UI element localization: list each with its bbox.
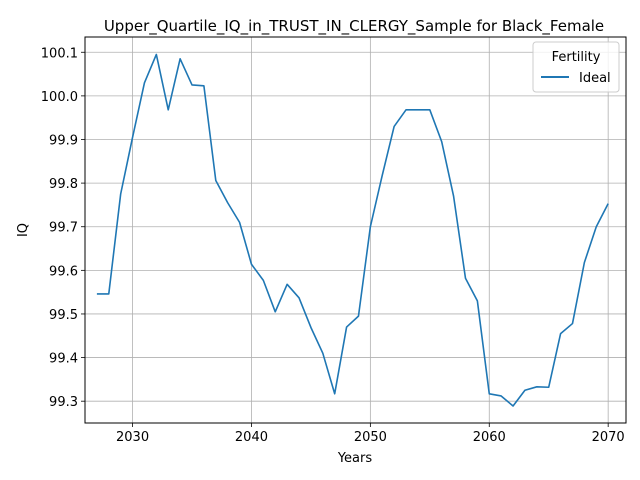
x-tick-label: 2050 bbox=[354, 430, 387, 445]
chart-title: Upper_Quartile_IQ_in_TRUST_IN_CLERGY_Sam… bbox=[104, 17, 604, 36]
x-tick-label: 2030 bbox=[116, 430, 149, 445]
y-tick-label: 99.8 bbox=[49, 177, 78, 192]
x-tick-label: 2070 bbox=[592, 430, 625, 445]
y-tick-label: 99.6 bbox=[49, 264, 78, 279]
legend: Fertility Ideal bbox=[532, 41, 620, 93]
series-lines bbox=[96, 53, 609, 407]
legend-title: Fertility bbox=[552, 50, 601, 65]
y-tick-label: 100.0 bbox=[41, 90, 78, 105]
plot-area-frame bbox=[84, 36, 627, 424]
y-tick-label: 99.7 bbox=[49, 221, 78, 236]
x-tick-label: 2060 bbox=[473, 430, 506, 445]
legend-box bbox=[532, 41, 620, 93]
y-tick-label: 99.3 bbox=[49, 395, 78, 410]
x-axis-ticks: 2030 2040 2050 2060 2070 bbox=[116, 423, 625, 445]
legend-entry-ideal: Ideal bbox=[579, 71, 611, 86]
x-tick-label: 2040 bbox=[235, 430, 268, 445]
y-axis-ticks: 99.3 99.4 99.5 99.6 99.7 99.8 99.9 100.0 100.1 bbox=[41, 46, 85, 410]
x-axis-label: Years bbox=[337, 451, 373, 466]
y-tick-label: 99.9 bbox=[49, 133, 78, 148]
y-tick-label: 99.4 bbox=[49, 352, 78, 367]
y-tick-label: 100.1 bbox=[41, 46, 78, 61]
series-line-ideal bbox=[96, 53, 609, 407]
y-axis-label: IQ bbox=[16, 223, 31, 237]
y-tick-label: 99.5 bbox=[49, 308, 78, 323]
